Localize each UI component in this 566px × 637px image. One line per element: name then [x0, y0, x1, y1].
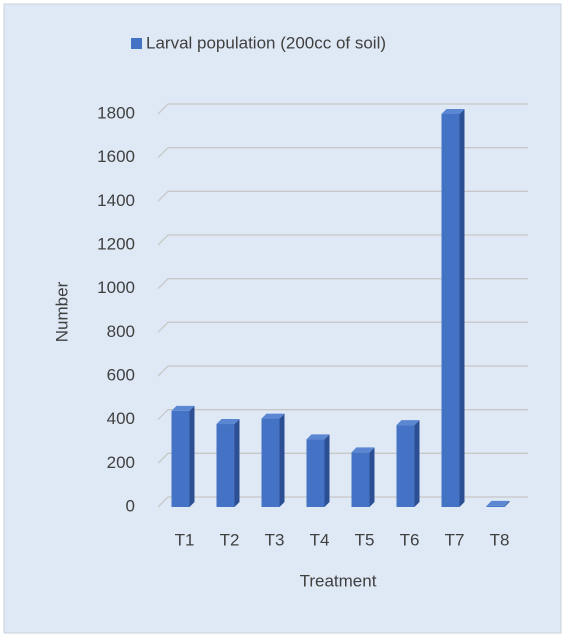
y-tick-label: 400 [107, 409, 135, 428]
bar-side [414, 420, 420, 507]
x-tick-label: T2 [220, 530, 240, 549]
bar [261, 418, 280, 507]
x-axis-title: Treatment [300, 571, 377, 590]
grid-line [157, 234, 528, 246]
y-tick-label: 600 [107, 365, 135, 384]
grid-line [157, 278, 528, 290]
bar-top [441, 109, 465, 114]
y-tick-label: 1000 [97, 278, 135, 297]
y-tick-label: 200 [107, 453, 135, 472]
x-tick-label: T3 [265, 530, 285, 549]
bar [171, 410, 190, 507]
grid-line [157, 190, 528, 202]
y-tick-label: 1800 [97, 103, 135, 122]
bar-side [504, 500, 510, 507]
bar-side [324, 434, 330, 507]
bar [306, 439, 325, 507]
bar-side [234, 419, 240, 507]
x-tick-label: T7 [445, 530, 465, 549]
bar [441, 114, 460, 507]
x-tick-label: T4 [310, 530, 330, 549]
y-tick-label: 1200 [97, 234, 135, 253]
x-tick-label: T6 [400, 530, 420, 549]
bar [351, 452, 370, 507]
grid-line [157, 409, 528, 421]
bar-top [261, 413, 285, 419]
bar-top [486, 500, 510, 506]
y-tick-label: 800 [107, 322, 135, 341]
y-tick-label: 0 [126, 496, 135, 515]
x-tick-label: T1 [175, 530, 195, 549]
x-tick-label: T8 [490, 530, 510, 549]
bar-side [459, 109, 465, 507]
grid-line [157, 147, 528, 159]
bar-top [171, 405, 195, 411]
bar [486, 505, 505, 507]
grid-line [157, 365, 528, 377]
grid-line [157, 321, 528, 333]
bar-top [351, 447, 375, 453]
y-axis-title: Number [52, 281, 71, 342]
bar [216, 424, 235, 507]
bar-side [279, 413, 285, 507]
bar-top [306, 434, 330, 440]
y-tick-label: 1400 [97, 191, 135, 210]
bar-top [396, 420, 420, 426]
bar [396, 425, 415, 507]
grid-line [157, 103, 528, 115]
legend-label: Larval population (200cc of soil) [146, 33, 386, 52]
bar-top [216, 419, 240, 425]
y-tick-label: 1600 [97, 147, 135, 166]
bar-side [369, 447, 375, 507]
chart-background [3, 3, 562, 634]
legend-swatch [131, 38, 142, 49]
x-tick-label: T5 [355, 530, 375, 549]
bar-side [189, 405, 195, 507]
